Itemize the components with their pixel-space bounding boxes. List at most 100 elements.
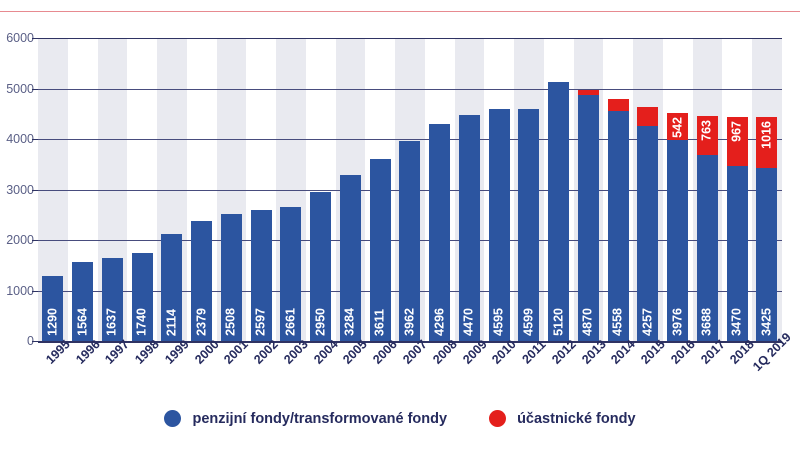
bar-value-label: 4599 [521,308,536,336]
bar-slot[interactable]: 542 3976 [663,38,693,341]
stacked-bar[interactable]: 2950 [310,192,332,341]
bar-slot[interactable]: 1290 [38,38,68,341]
bar-slot[interactable]: 4599 [514,38,544,341]
bar-segment-penzijni-fondy[interactable]: 4257 [637,126,659,341]
x-axis-tick-label: 1999 [162,337,192,367]
bar-slot[interactable]: 2508 [217,38,247,341]
bar-value-label: 2950 [313,308,328,336]
bar-segment-penzijni-fondy[interactable]: 2114 [161,234,183,341]
bar-segment-ucastnicke-fondy[interactable] [637,107,659,127]
stacked-bar[interactable]: 2597 [250,209,272,341]
bar-segment-penzijni-fondy[interactable]: 2379 [191,220,213,341]
bar-segment-penzijni-fondy[interactable]: 2661 [280,206,302,341]
stacked-bar[interactable]: 4470 [458,115,480,341]
bar-segment-penzijni-fondy[interactable]: 4470 [458,115,480,341]
x-axis-tick-label: 2008 [429,337,460,367]
bar-segment-penzijni-fondy[interactable]: 4595 [488,108,510,341]
stacked-bar[interactable]: 4599 [518,108,540,341]
stacked-bar[interactable]: 3684257 [637,107,659,341]
bar-segment-penzijni-fondy[interactable]: 2508 [220,214,242,341]
y-axis-tick-label: 1000 [6,283,34,298]
stacked-bar[interactable]: 2114 [161,234,183,341]
stacked-bar[interactable]: 914870 [577,90,599,341]
bar-slot[interactable]: 2597 [246,38,276,341]
y-axis-tick-mark [32,189,38,191]
bar-segment-ucastnicke-fondy[interactable]: 1016 [756,116,778,169]
stacked-bar[interactable]: 763 3688 [696,116,718,341]
stacked-bar[interactable]: 542 3976 [667,112,689,341]
bar-slot[interactable]: 914870 [574,38,604,341]
bar-slot[interactable]: 2661 [276,38,306,341]
stacked-bar[interactable]: 1564 [72,262,94,341]
bar-slot[interactable]: 5120 [544,38,574,341]
bar-value-label: 2114 [164,308,179,336]
bar-segment-penzijni-fondy[interactable]: 1637 [101,258,123,341]
bar-segment-penzijni-fondy[interactable]: 3470 [726,165,748,341]
bar-segment-penzijni-fondy[interactable]: 2950 [310,192,332,341]
y-axis-tick-mark [32,88,38,90]
stacked-bar[interactable]: 1740 [131,253,153,341]
bar-value-label: 2661 [283,308,298,336]
bar-slot[interactable]: 2294558 [603,38,633,341]
bar-segment-penzijni-fondy[interactable]: 1290 [42,275,64,341]
bar-slot[interactable]: 3684257 [633,38,663,341]
stacked-bar[interactable]: 2379 [191,220,213,341]
bar-segment-penzijni-fondy[interactable]: 4558 [607,110,629,341]
bar-segment-penzijni-fondy[interactable]: 3962 [399,140,421,341]
bar-slot[interactable]: 1637 [98,38,128,341]
bar-segment-penzijni-fondy[interactable]: 3976 [667,140,689,341]
bar-value-label: 1740 [134,308,149,336]
stacked-bar[interactable]: 2508 [220,214,242,341]
bar-slot[interactable]: 1740 [127,38,157,341]
bar-segment-ucastnicke-fondy[interactable] [607,99,629,111]
bar-segment-penzijni-fondy[interactable]: 1564 [72,262,94,341]
bar-segment-penzijni-fondy[interactable]: 3284 [339,175,361,341]
bar-slot[interactable]: 1564 [68,38,98,341]
stacked-bar[interactable]: 3962 [399,140,421,341]
bar-value-label: 3611 [372,308,387,336]
bar-slot[interactable]: 967 3470 [722,38,752,341]
bar-segment-penzijni-fondy[interactable]: 3425 [756,168,778,341]
bar-segment-ucastnicke-fondy[interactable]: 967 [726,116,748,166]
bar-slot[interactable]: 4296 [425,38,455,341]
stacked-bar[interactable]: 2661 [280,206,302,341]
bar-slot[interactable]: 763 3688 [693,38,723,341]
stacked-bar[interactable]: 3611 [369,158,391,341]
bar-slot[interactable]: 3611 [365,38,395,341]
bar-segment-penzijni-fondy[interactable]: 1740 [131,253,153,341]
bar-slot[interactable]: 3284 [336,38,366,341]
bar-segment-penzijni-fondy[interactable]: 2597 [250,209,272,341]
bar-slot[interactable]: 1016 3425 [752,38,782,341]
bar-segment-penzijni-fondy[interactable]: 4296 [429,124,451,341]
bar-slot[interactable]: 4470 [455,38,485,341]
bar-segment-penzijni-fondy[interactable]: 5120 [548,82,570,341]
bar-segment-ucastnicke-fondy[interactable]: 763 [696,116,718,155]
stacked-bar[interactable]: 4296 [429,124,451,341]
bar-segment-ucastnicke-fondy[interactable]: 542 [667,112,689,141]
stacked-bar[interactable]: 1290 [42,275,64,341]
stacked-bar[interactable]: 1016 3425 [756,116,778,341]
bar-segment-penzijni-fondy[interactable]: 3688 [696,154,718,341]
stacked-bar[interactable]: 2294558 [607,99,629,341]
stacked-bar[interactable]: 967 3470 [726,116,748,341]
stacked-bar[interactable]: 1637 [101,258,123,341]
legend-item[interactable]: penzijní fondy/transformované fondy [164,410,447,427]
bar-slot[interactable]: 4595 [484,38,514,341]
x-axis-tick-label: 2012 [548,337,579,367]
stacked-bar[interactable]: 4595 [488,108,510,341]
bar-segment-ucastnicke-fondy[interactable] [577,90,599,96]
legend-label: penzijní fondy/transformované fondy [192,410,448,427]
bar-segment-penzijni-fondy[interactable]: 4870 [577,95,599,341]
bar-value-label: 4470 [461,308,476,336]
bar-slot[interactable]: 2379 [187,38,217,341]
legend-item[interactable]: účastnické fondy [489,410,636,427]
bar-segment-penzijni-fondy[interactable]: 4599 [518,108,540,341]
bar-segment-penzijni-fondy[interactable]: 3611 [369,158,391,341]
gridline [38,38,782,39]
bar-slot[interactable]: 3962 [395,38,425,341]
stacked-bar[interactable]: 5120 [548,82,570,341]
bar-slot[interactable]: 2950 [306,38,336,341]
stacked-bar[interactable]: 3284 [339,175,361,341]
bar-slot[interactable]: 2114 [157,38,187,341]
